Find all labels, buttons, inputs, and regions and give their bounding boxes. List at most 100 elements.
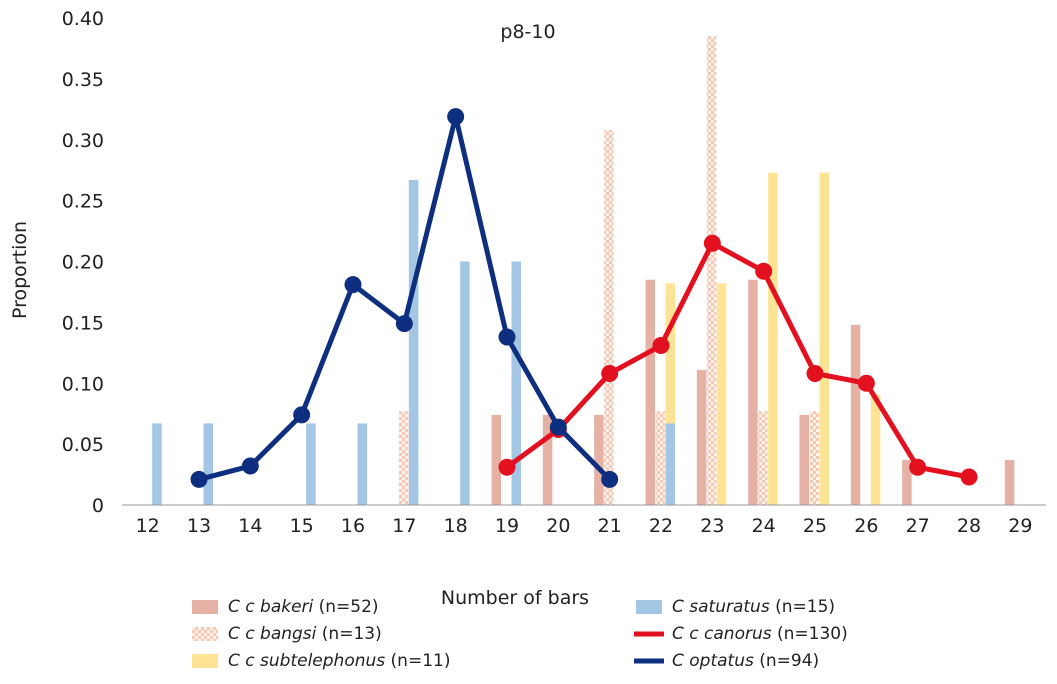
bar-c-saturatus — [152, 423, 162, 505]
point-c-optatus — [447, 108, 465, 126]
bar-c-saturatus — [665, 423, 675, 505]
point-c-optatus — [190, 470, 208, 488]
point-c-c-canorus — [857, 374, 875, 392]
legend: C c bakeri (n=52) C c bangsi (n=13) C c su… — [192, 597, 848, 671]
x-tick-label: 15 — [290, 515, 314, 537]
bar-c-c-subtelephonus — [665, 283, 675, 505]
legend-species-name: C optatus — [672, 651, 754, 671]
x-tick-label: 23 — [700, 515, 724, 537]
x-tick-label: 12 — [136, 515, 160, 537]
point-c-optatus — [498, 328, 516, 346]
legend-sample-size: (n=13) — [316, 624, 381, 644]
bar-c-saturatus — [306, 423, 316, 505]
x-tick-label: 18 — [444, 515, 468, 537]
bar-c-c-bangsi — [398, 411, 409, 505]
point-c-optatus — [549, 418, 567, 436]
legend-species-name: C c subtelephonus — [228, 651, 385, 671]
x-tick-label: 28 — [957, 515, 981, 537]
bar-c-c-bakeri — [902, 459, 912, 505]
bar-c-c-bakeri — [594, 414, 604, 505]
legend-sample-size: (n=11) — [385, 651, 450, 671]
x-tick-label: 26 — [854, 515, 878, 537]
bar-c-c-bakeri — [1004, 459, 1015, 505]
x-tick-label: 14 — [238, 515, 262, 537]
legend-sample-size: (n=52) — [313, 597, 378, 617]
legend-sample-size: (n=15) — [770, 597, 835, 617]
y-tick-label: 0.25 — [62, 191, 104, 213]
point-c-c-canorus — [806, 365, 824, 383]
legend-label-c-c-bangsi: C c bangsi (n=13) — [228, 624, 382, 644]
bar-c-c-bakeri — [850, 324, 861, 505]
bar-c-c-bakeri — [645, 279, 655, 505]
x-tick-label: 20 — [546, 515, 570, 537]
point-c-optatus — [293, 406, 311, 424]
legend-species-name: C c bangsi — [228, 624, 317, 644]
bar-c-c-bakeri — [542, 414, 553, 505]
bar-c-c-subtelephonus — [716, 283, 727, 505]
legend-label-c-c-bakeri: C c bakeri (n=52) — [228, 597, 379, 617]
bar-c-saturatus — [203, 423, 213, 505]
x-axis-label: Number of bars — [441, 587, 589, 609]
legend-label-c-c-canorus: C c canorus (n=130) — [672, 624, 848, 644]
bar-c-c-bakeri — [748, 279, 758, 505]
bar-c-c-bakeri — [696, 369, 707, 505]
line-c-c-canorus — [505, 240, 970, 480]
point-c-c-canorus — [601, 365, 619, 383]
legend-species-name: C c bakeri — [228, 597, 314, 617]
y-axis-label: Proportion — [9, 221, 31, 319]
x-tick-label: 24 — [752, 515, 776, 537]
y-tick-label: 0.05 — [62, 434, 104, 456]
bar-c-c-bakeri — [491, 414, 501, 505]
y-tick-label: 0.30 — [62, 130, 104, 152]
chart-title: p8-10 — [500, 21, 555, 43]
x-tick-label: 16 — [341, 515, 365, 537]
bar-c-saturatus — [408, 179, 419, 506]
bar-c-c-bangsi — [809, 411, 819, 505]
point-c-optatus — [344, 276, 362, 294]
x-tick-label: 13 — [187, 515, 211, 537]
legend-species-name: C c canorus — [672, 624, 772, 644]
y-tick-label: 0.35 — [62, 69, 104, 91]
y-tick-layer: 0 0.05 0.10 0.15 0.20 0.25 0.30 0.35 0.40 — [62, 8, 104, 517]
y-tick-label: 0 — [92, 495, 104, 517]
point-c-optatus — [601, 470, 619, 488]
line-layer — [190, 108, 978, 488]
legend-sample-size: (n=130) — [772, 624, 848, 644]
legend-sample-size: (n=94) — [754, 651, 819, 671]
bar-c-c-bangsi — [655, 411, 665, 505]
bar-c-saturatus — [511, 261, 521, 505]
point-c-c-canorus — [909, 458, 927, 476]
legend-swatch-c-c-bakeri — [192, 600, 218, 614]
bar-c-c-bakeri — [799, 414, 809, 505]
bar-c-c-subtelephonus — [819, 172, 829, 505]
point-c-c-canorus — [755, 262, 773, 280]
legend-species-name: C saturatus — [672, 597, 770, 617]
bar-c-c-subtelephonus — [768, 172, 778, 505]
x-tick-label: 29 — [1008, 515, 1032, 537]
x-tick-label: 17 — [392, 515, 416, 537]
legend-label-c-optatus: C optatus (n=94) — [672, 651, 819, 671]
point-c-c-canorus — [652, 337, 670, 355]
legend-label-c-c-subtelephonus: C c subtelephonus (n=11) — [228, 651, 450, 671]
y-tick-label: 0.15 — [62, 312, 104, 334]
point-c-optatus — [241, 457, 259, 475]
point-c-c-canorus — [960, 468, 978, 486]
x-tick-label: 27 — [906, 515, 930, 537]
point-c-c-canorus — [703, 234, 721, 252]
bar-c-saturatus — [357, 423, 367, 505]
bar-c-c-bangsi — [706, 36, 717, 505]
y-tick-label: 0.40 — [62, 8, 104, 30]
bar-c-c-bangsi — [758, 411, 768, 505]
x-tick-layer: 12 13 14 15 16 17 18 19 20 21 22 23 24 25 26 27 28 29 — [136, 515, 1033, 537]
bar-c-saturatus — [460, 261, 470, 505]
legend-swatch-c-c-bangsi — [192, 627, 218, 641]
x-tick-label: 22 — [649, 515, 673, 537]
point-c-optatus — [395, 315, 413, 333]
legend-swatch-c-saturatus — [636, 600, 662, 614]
bar-c-c-bangsi — [604, 130, 614, 505]
y-tick-label: 0.10 — [62, 373, 104, 395]
x-tick-label: 21 — [598, 515, 622, 537]
x-tick-label: 19 — [495, 515, 519, 537]
legend-label-c-saturatus: C saturatus (n=15) — [672, 597, 835, 617]
